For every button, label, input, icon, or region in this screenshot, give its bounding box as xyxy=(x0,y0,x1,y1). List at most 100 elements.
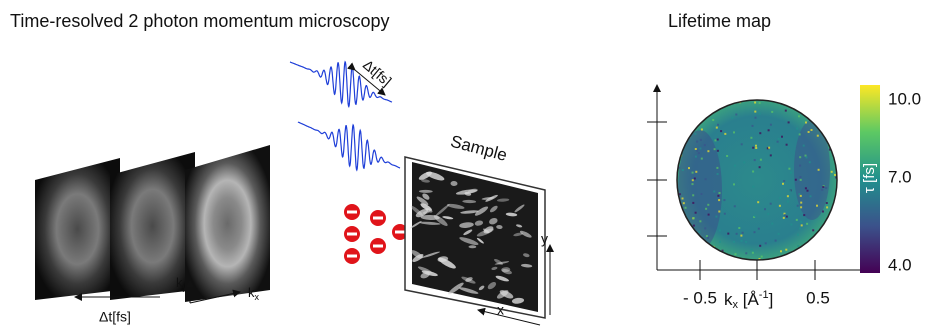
map-speckle xyxy=(708,214,710,216)
map-speckle xyxy=(822,228,824,230)
minus xyxy=(347,255,357,258)
map-speckle xyxy=(689,118,691,120)
map-speckle xyxy=(683,202,685,204)
map-speckle xyxy=(724,133,726,135)
map-speckle xyxy=(688,167,690,169)
map-speckle xyxy=(695,212,697,214)
map-speckle xyxy=(824,116,826,118)
map-speckle xyxy=(800,195,802,197)
map-speckle xyxy=(752,252,754,254)
map-speckle xyxy=(814,246,816,248)
map-speckle xyxy=(805,187,807,189)
map-speckle xyxy=(694,133,696,135)
map-speckle xyxy=(798,104,800,106)
map-speckle xyxy=(805,155,807,157)
map-speckle xyxy=(781,136,783,138)
map-speckle xyxy=(787,195,789,197)
map-speckle xyxy=(698,102,700,104)
map-speckle xyxy=(679,227,681,229)
map-speckle xyxy=(752,125,754,127)
map-speckle xyxy=(816,205,818,207)
map-speckle xyxy=(701,129,703,131)
map-speckle xyxy=(707,150,709,152)
map-speckle xyxy=(786,144,788,146)
map-speckle xyxy=(779,197,781,199)
map-speckle xyxy=(704,227,706,229)
map-speckle xyxy=(692,194,694,196)
map-speckle xyxy=(692,202,694,204)
map-speckle xyxy=(683,106,685,108)
minus xyxy=(373,217,383,220)
map-speckle xyxy=(699,220,701,222)
colorbar-label: τ [fs] xyxy=(861,163,878,193)
map-speckle xyxy=(834,142,836,144)
map-speckle xyxy=(719,229,721,231)
map-speckle xyxy=(783,217,785,219)
map-speckle xyxy=(713,191,715,193)
map-speckle xyxy=(790,257,792,259)
map-speckle xyxy=(832,237,834,239)
map-speckle xyxy=(693,217,695,219)
map-speckle xyxy=(735,253,737,255)
map-speckle xyxy=(682,169,684,171)
map-speckle xyxy=(697,119,699,121)
map-speckle xyxy=(731,117,733,119)
map-speckle xyxy=(685,207,687,209)
map-speckle xyxy=(770,124,772,126)
map-speckle xyxy=(824,131,826,133)
colorbar-tick-label: 10.0 xyxy=(888,89,921,108)
map-speckle xyxy=(808,131,810,133)
map-speckle xyxy=(799,156,801,158)
map-speckle xyxy=(797,205,799,207)
map-speckle xyxy=(760,159,762,161)
map-speckle xyxy=(834,174,836,176)
map-speckle xyxy=(801,224,803,226)
map-speckle xyxy=(818,169,820,171)
map-speckle xyxy=(754,215,756,217)
map-speckle xyxy=(802,110,804,112)
map-speckle xyxy=(813,105,815,107)
map-speckle xyxy=(777,141,779,143)
map-speckle xyxy=(826,105,828,107)
map-speckle xyxy=(799,227,801,229)
map-speckle xyxy=(734,205,736,207)
map-speckle xyxy=(800,221,802,223)
map-speckle xyxy=(832,243,834,245)
map-speckle xyxy=(786,216,788,218)
map-speckle xyxy=(796,128,798,130)
colorbar-tick-label: 4.0 xyxy=(888,255,912,274)
map-speckle xyxy=(682,198,684,200)
map-speckle xyxy=(768,147,770,149)
x-tick-label: 0.5 xyxy=(806,288,830,307)
map-speckle xyxy=(693,247,695,249)
map-speckle xyxy=(716,127,718,129)
map-speckle xyxy=(733,241,735,243)
map-speckle xyxy=(824,119,826,121)
map-speckle xyxy=(755,117,757,119)
map-speckle xyxy=(714,148,716,150)
map-speckle xyxy=(833,128,835,130)
map-speckle xyxy=(800,206,802,208)
map-speckle xyxy=(733,131,735,133)
map-speckle xyxy=(720,130,722,132)
map-speckle xyxy=(803,145,805,147)
map-speckle xyxy=(835,204,837,206)
map-speckle xyxy=(801,247,803,249)
x-label: x xyxy=(497,302,504,318)
map-speckle xyxy=(825,187,827,189)
map-speckle xyxy=(795,179,797,181)
map-speckle xyxy=(754,231,756,233)
map-speckle xyxy=(717,195,719,197)
map-speckle xyxy=(724,213,726,215)
map-speckle xyxy=(692,179,694,181)
map-speckle xyxy=(736,233,738,235)
map-speckle xyxy=(693,240,695,242)
map-speckle xyxy=(719,103,721,105)
sample xyxy=(405,157,545,318)
map-speckle xyxy=(798,115,800,117)
map-speckle xyxy=(779,205,781,207)
map-speckle xyxy=(716,251,718,253)
map-speckle xyxy=(770,203,772,205)
map-speckle xyxy=(751,249,753,251)
map-speckle xyxy=(680,227,682,229)
